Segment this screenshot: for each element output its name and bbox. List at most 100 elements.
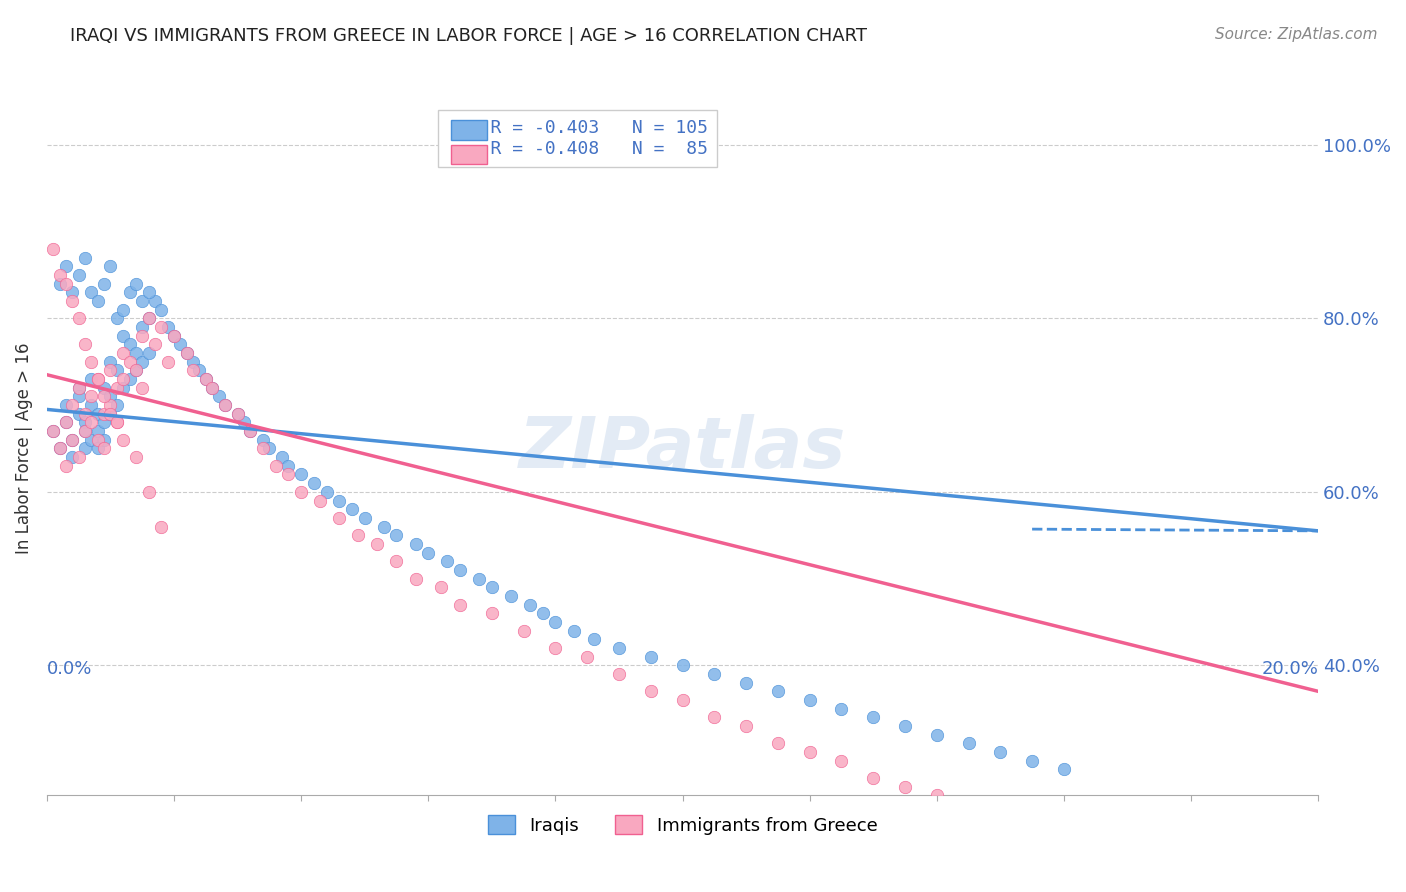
Point bbox=[112, 302, 135, 317]
Point bbox=[105, 311, 128, 326]
Point bbox=[131, 293, 153, 308]
Point bbox=[830, 701, 852, 715]
Point bbox=[766, 736, 789, 750]
Point bbox=[73, 424, 96, 438]
Point bbox=[100, 398, 122, 412]
Point bbox=[48, 442, 70, 456]
Point bbox=[48, 268, 70, 282]
Point bbox=[138, 311, 160, 326]
Point bbox=[55, 458, 77, 473]
Point bbox=[1243, 849, 1265, 863]
Point bbox=[131, 320, 153, 334]
Point bbox=[163, 328, 186, 343]
Point bbox=[112, 346, 135, 360]
Point bbox=[1053, 814, 1076, 829]
Point bbox=[80, 285, 103, 300]
Point bbox=[105, 416, 128, 430]
Point bbox=[80, 372, 103, 386]
Y-axis label: In Labor Force | Age > 16: In Labor Force | Age > 16 bbox=[15, 343, 32, 554]
Point bbox=[766, 684, 789, 698]
Point bbox=[80, 389, 103, 403]
Point bbox=[67, 381, 90, 395]
Point bbox=[925, 789, 948, 803]
Point bbox=[73, 407, 96, 421]
Point bbox=[55, 416, 77, 430]
Point bbox=[125, 450, 148, 464]
Point bbox=[100, 389, 122, 403]
Point bbox=[100, 355, 122, 369]
Point bbox=[80, 398, 103, 412]
Point bbox=[340, 502, 363, 516]
Point bbox=[105, 363, 128, 377]
Point bbox=[290, 467, 312, 482]
Text: R = -0.403   N = 105
    R = -0.408   N =  85: R = -0.403 N = 105 R = -0.408 N = 85 bbox=[447, 119, 709, 158]
Point bbox=[42, 242, 65, 256]
Point bbox=[226, 407, 249, 421]
Point bbox=[100, 407, 122, 421]
Point bbox=[544, 615, 567, 629]
Point bbox=[55, 277, 77, 291]
Point bbox=[93, 277, 115, 291]
Text: 0.0%: 0.0% bbox=[46, 660, 93, 678]
Point bbox=[239, 424, 262, 438]
Point bbox=[1116, 831, 1139, 846]
Point bbox=[988, 745, 1011, 759]
Point bbox=[519, 598, 541, 612]
Point bbox=[735, 675, 758, 690]
Point bbox=[347, 528, 370, 542]
Point bbox=[131, 355, 153, 369]
Point bbox=[73, 416, 96, 430]
Point bbox=[201, 381, 224, 395]
Point bbox=[366, 537, 388, 551]
Point bbox=[60, 433, 83, 447]
Point bbox=[252, 442, 274, 456]
Point bbox=[100, 363, 122, 377]
Point bbox=[544, 640, 567, 655]
Point bbox=[181, 363, 204, 377]
Point bbox=[105, 416, 128, 430]
Point bbox=[143, 293, 166, 308]
Point bbox=[60, 433, 83, 447]
Point bbox=[87, 424, 110, 438]
Point bbox=[607, 667, 630, 681]
Point bbox=[87, 372, 110, 386]
Point bbox=[138, 311, 160, 326]
Point bbox=[80, 355, 103, 369]
Point bbox=[194, 372, 217, 386]
Point bbox=[125, 346, 148, 360]
Point bbox=[93, 389, 115, 403]
Point bbox=[131, 381, 153, 395]
Point bbox=[862, 710, 884, 724]
Point bbox=[42, 424, 65, 438]
Point bbox=[112, 372, 135, 386]
Point bbox=[169, 337, 191, 351]
Point bbox=[353, 511, 375, 525]
Point bbox=[60, 293, 83, 308]
Text: 20.0%: 20.0% bbox=[1261, 660, 1319, 678]
Point bbox=[55, 398, 77, 412]
Point bbox=[112, 433, 135, 447]
Text: ZIPatlas: ZIPatlas bbox=[519, 414, 846, 483]
Point bbox=[564, 624, 586, 638]
Point bbox=[512, 624, 534, 638]
Point bbox=[703, 667, 725, 681]
Point bbox=[143, 337, 166, 351]
Point bbox=[125, 277, 148, 291]
Point bbox=[315, 484, 337, 499]
Point bbox=[60, 450, 83, 464]
Point bbox=[80, 416, 103, 430]
Point bbox=[988, 805, 1011, 820]
Point bbox=[1021, 754, 1043, 768]
Point bbox=[73, 424, 96, 438]
FancyBboxPatch shape bbox=[451, 120, 486, 140]
Point bbox=[925, 728, 948, 742]
Point bbox=[671, 658, 693, 673]
Point bbox=[264, 458, 287, 473]
Point bbox=[67, 450, 90, 464]
Point bbox=[131, 328, 153, 343]
Point bbox=[93, 407, 115, 421]
Point bbox=[418, 545, 440, 559]
Point bbox=[302, 476, 325, 491]
FancyBboxPatch shape bbox=[451, 145, 486, 164]
Point bbox=[150, 302, 173, 317]
